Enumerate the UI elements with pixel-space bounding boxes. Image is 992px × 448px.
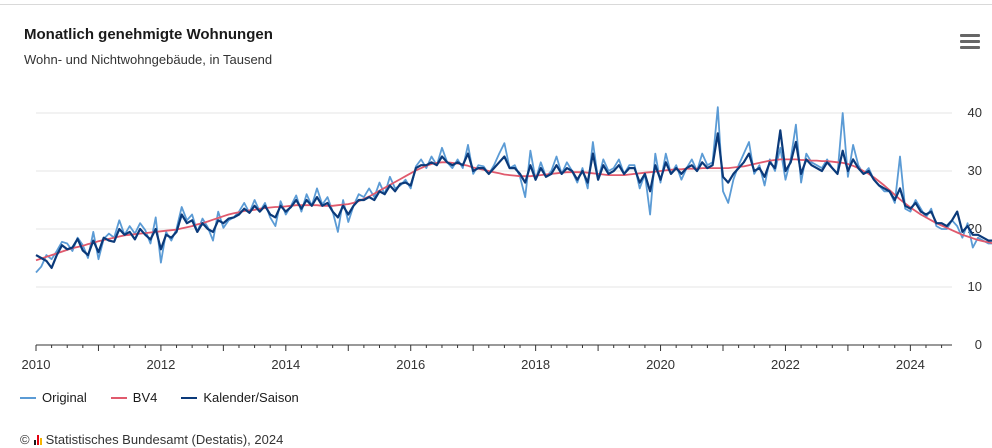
y-tick-label: 40 — [968, 105, 982, 120]
hamburger-menu-icon[interactable] — [960, 34, 980, 52]
destatis-logo-icon — [33, 434, 42, 445]
chart-title: Monatlich genehmigte Wohnungen — [24, 26, 273, 43]
legend-item-original[interactable]: Original — [20, 390, 87, 405]
legend-swatch — [181, 396, 198, 399]
credits-text: Statistisches Bundesamt (Destatis), 2024 — [45, 432, 284, 447]
x-tick-label: 2010 — [22, 357, 51, 372]
menu-bar — [960, 34, 980, 37]
x-tick-label: 2016 — [396, 357, 425, 372]
x-tick-label: 2022 — [771, 357, 800, 372]
copyright-symbol: © — [20, 432, 30, 447]
legend-swatch — [20, 396, 36, 399]
legend-item-bv4[interactable]: BV4 — [110, 390, 158, 405]
y-tick-label: 30 — [968, 163, 982, 178]
menu-bar — [960, 46, 980, 49]
series-line-original — [35, 106, 992, 274]
x-tick-label: 2020 — [646, 357, 675, 372]
y-tick-label: 0 — [975, 337, 982, 352]
series-line-kalender-saison — [35, 129, 992, 269]
x-tick-label: 2012 — [146, 357, 175, 372]
legend: Original BV4 Kalender/Saison — [20, 390, 299, 405]
credits: © Statistisches Bundesamt (Destatis), 20… — [20, 432, 283, 447]
y-tick-label: 10 — [968, 279, 982, 294]
legend-label: Original — [42, 390, 87, 405]
legend-label: Kalender/Saison — [203, 390, 299, 405]
legend-label: BV4 — [132, 390, 158, 405]
chart-subtitle: Wohn- und Nichtwohngebäude, in Tausend — [24, 52, 273, 67]
legend-swatch — [110, 396, 127, 399]
x-tick-label: 2018 — [521, 357, 550, 372]
top-border — [0, 0, 992, 5]
x-tick-label: 2024 — [896, 357, 925, 372]
menu-bar — [960, 40, 980, 43]
x-tick-label: 2014 — [271, 357, 300, 372]
legend-item-kalender-saison[interactable]: Kalender/Saison — [181, 390, 299, 405]
